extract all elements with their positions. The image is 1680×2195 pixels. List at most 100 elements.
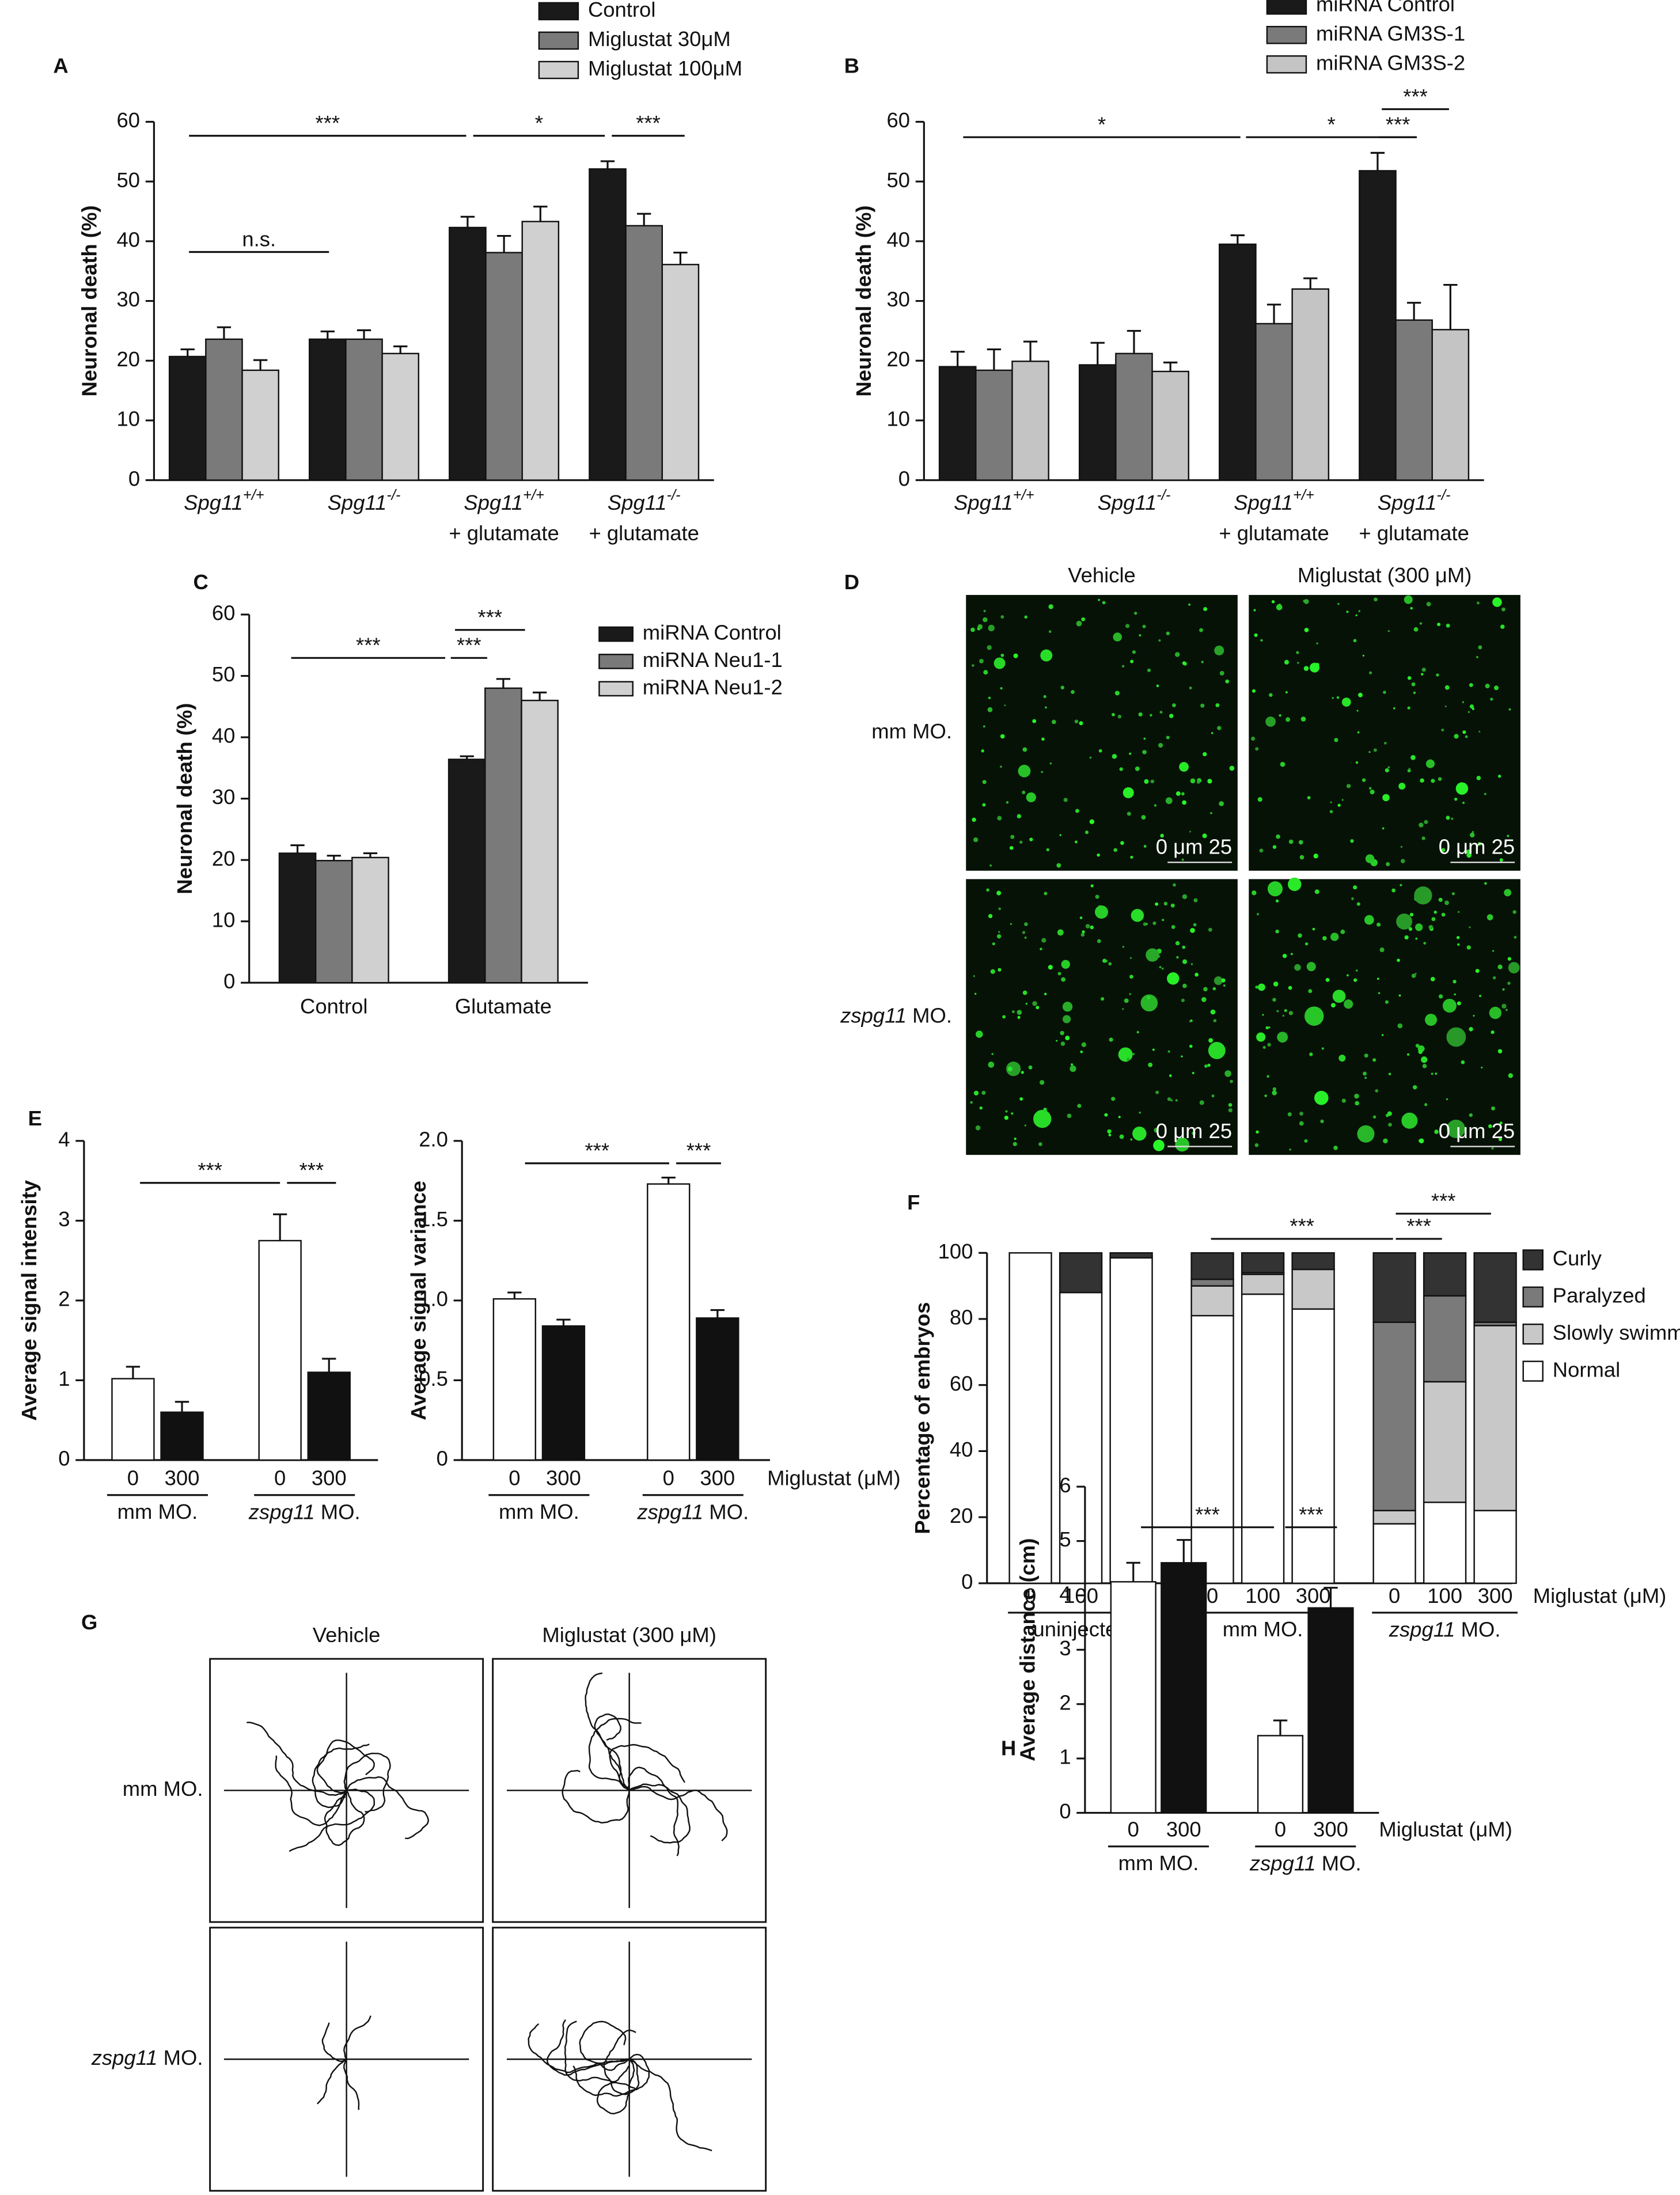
puncta <box>1337 803 1341 807</box>
puncta <box>1127 812 1131 816</box>
bar <box>241 369 279 481</box>
puncta <box>1373 748 1377 752</box>
bar-label: 0 <box>509 1466 520 1490</box>
puncta <box>1089 756 1092 759</box>
puncta <box>1040 947 1042 950</box>
puncta <box>1170 903 1175 908</box>
puncta <box>1435 1072 1438 1075</box>
trajectory-path <box>346 1776 430 1840</box>
bar <box>1151 370 1189 481</box>
trajectory-path <box>597 2058 637 2115</box>
puncta <box>1462 701 1465 703</box>
puncta <box>1272 845 1277 849</box>
puncta <box>1272 1090 1277 1095</box>
trajectory-path <box>275 1756 347 1826</box>
puncta <box>1032 1001 1037 1006</box>
puncta <box>1021 1071 1024 1074</box>
puncta <box>1414 886 1432 905</box>
puncta <box>1154 1128 1159 1133</box>
bar <box>1011 361 1049 481</box>
significance-label: *** <box>687 1139 711 1162</box>
bar-segment <box>1059 1252 1103 1294</box>
puncta <box>1175 1099 1178 1102</box>
puncta <box>1136 1030 1139 1034</box>
puncta <box>1075 840 1078 844</box>
puncta <box>1411 973 1416 979</box>
puncta <box>1282 1014 1285 1017</box>
bar-label: 300 <box>165 1466 200 1490</box>
puncta <box>1467 711 1470 713</box>
puncta <box>1154 804 1157 807</box>
bar-segment <box>1241 1252 1285 1273</box>
puncta <box>1473 1015 1475 1017</box>
y-axis-label: Average distance (cm) <box>1015 1538 1039 1761</box>
puncta <box>1207 1063 1211 1067</box>
puncta <box>1171 925 1175 929</box>
y-tick-label: 6 <box>1059 1473 1071 1497</box>
puncta <box>1497 964 1503 969</box>
puncta <box>1095 905 1109 919</box>
puncta <box>1446 1098 1448 1100</box>
puncta <box>1211 1094 1215 1098</box>
puncta <box>1102 958 1107 963</box>
puncta <box>972 817 976 822</box>
x-tick-label: 0 <box>1389 1584 1400 1608</box>
puncta <box>1081 1042 1087 1048</box>
puncta <box>1260 639 1263 642</box>
bar <box>1161 1562 1207 1814</box>
puncta <box>1159 711 1163 714</box>
trajectory-path <box>343 2015 371 2060</box>
y-tick-label: 0 <box>223 969 235 993</box>
puncta <box>1067 1113 1072 1119</box>
puncta <box>1158 639 1161 642</box>
bar <box>521 699 559 984</box>
puncta <box>973 975 976 977</box>
puncta <box>1255 985 1258 989</box>
puncta <box>1117 714 1122 719</box>
puncta <box>1332 697 1334 699</box>
bar <box>492 1298 537 1461</box>
legend-label: miRNA Neu1-1 <box>643 648 783 672</box>
puncta <box>1499 1121 1503 1125</box>
puncta <box>1017 814 1022 818</box>
puncta <box>1303 666 1309 671</box>
trajectory-path <box>316 2058 347 2105</box>
y-tick-label: 80 <box>950 1306 973 1329</box>
puncta <box>1193 898 1198 903</box>
puncta <box>1000 615 1004 619</box>
puncta <box>1401 859 1405 863</box>
puncta <box>1148 1062 1153 1067</box>
puncta <box>1181 998 1185 1002</box>
puncta <box>1410 755 1416 760</box>
x-tick-label: Glutamate <box>455 995 552 1018</box>
puncta <box>981 749 984 753</box>
puncta <box>1207 779 1212 784</box>
puncta <box>1059 834 1061 836</box>
puncta <box>1331 1003 1336 1008</box>
scale-label: 0 μm 25 <box>1439 835 1515 859</box>
puncta <box>1155 902 1159 906</box>
puncta <box>1049 762 1052 765</box>
puncta <box>1478 645 1482 650</box>
bar-label: 300 <box>1313 1818 1348 1841</box>
puncta <box>1111 1097 1116 1101</box>
significance-label: *** <box>1431 1189 1456 1212</box>
puncta <box>981 1090 986 1095</box>
puncta <box>1415 937 1418 940</box>
trajectory-path <box>628 1783 691 1844</box>
puncta <box>1040 649 1053 662</box>
y-tick-label: 10 <box>887 407 911 431</box>
puncta <box>1476 601 1480 605</box>
puncta <box>1297 662 1299 664</box>
puncta <box>1381 1034 1384 1036</box>
puncta <box>1322 936 1327 941</box>
puncta <box>1208 927 1212 932</box>
puncta <box>1497 1049 1503 1054</box>
puncta <box>1404 935 1409 940</box>
puncta <box>1000 687 1003 690</box>
puncta <box>1298 933 1302 938</box>
puncta <box>1155 1090 1159 1094</box>
puncta <box>1498 1138 1503 1142</box>
puncta <box>1264 1094 1267 1097</box>
